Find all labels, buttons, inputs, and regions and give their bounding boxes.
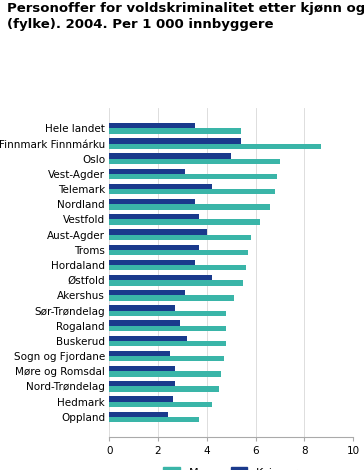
Bar bbox=[109, 386, 219, 392]
Bar bbox=[109, 295, 234, 301]
Bar bbox=[109, 214, 199, 219]
Bar bbox=[109, 143, 321, 149]
Bar bbox=[109, 381, 175, 386]
Bar bbox=[109, 402, 211, 407]
Bar bbox=[109, 199, 194, 204]
Bar bbox=[109, 412, 168, 417]
Bar bbox=[109, 336, 187, 341]
Bar bbox=[109, 305, 175, 311]
Bar bbox=[109, 371, 221, 376]
Bar bbox=[109, 356, 224, 361]
Legend: Menn, Kvinner: Menn, Kvinner bbox=[159, 462, 304, 470]
Bar bbox=[109, 326, 226, 331]
Bar bbox=[109, 153, 231, 159]
Bar bbox=[109, 128, 241, 133]
Bar bbox=[109, 280, 244, 285]
Bar bbox=[109, 275, 211, 280]
Bar bbox=[109, 235, 251, 240]
Bar bbox=[109, 244, 199, 250]
Bar bbox=[109, 189, 275, 195]
Bar bbox=[109, 290, 185, 295]
Bar bbox=[109, 351, 170, 356]
Bar bbox=[109, 417, 199, 422]
Bar bbox=[109, 311, 226, 316]
Text: Personoffer for voldskriminalitet etter kjønn og bosted
(fylke). 2004. Per 1 000: Personoffer for voldskriminalitet etter … bbox=[7, 2, 364, 31]
Bar bbox=[109, 219, 260, 225]
Bar bbox=[109, 396, 173, 402]
Bar bbox=[109, 366, 175, 371]
Bar bbox=[109, 341, 226, 346]
Bar bbox=[109, 184, 211, 189]
Bar bbox=[109, 321, 180, 326]
Bar bbox=[109, 229, 207, 235]
Bar bbox=[109, 174, 277, 179]
Bar bbox=[109, 204, 270, 210]
Bar bbox=[109, 123, 194, 128]
Bar bbox=[109, 265, 246, 270]
Bar bbox=[109, 169, 185, 174]
Bar bbox=[109, 159, 280, 164]
Bar bbox=[109, 260, 194, 265]
Bar bbox=[109, 138, 241, 143]
Bar bbox=[109, 250, 248, 255]
